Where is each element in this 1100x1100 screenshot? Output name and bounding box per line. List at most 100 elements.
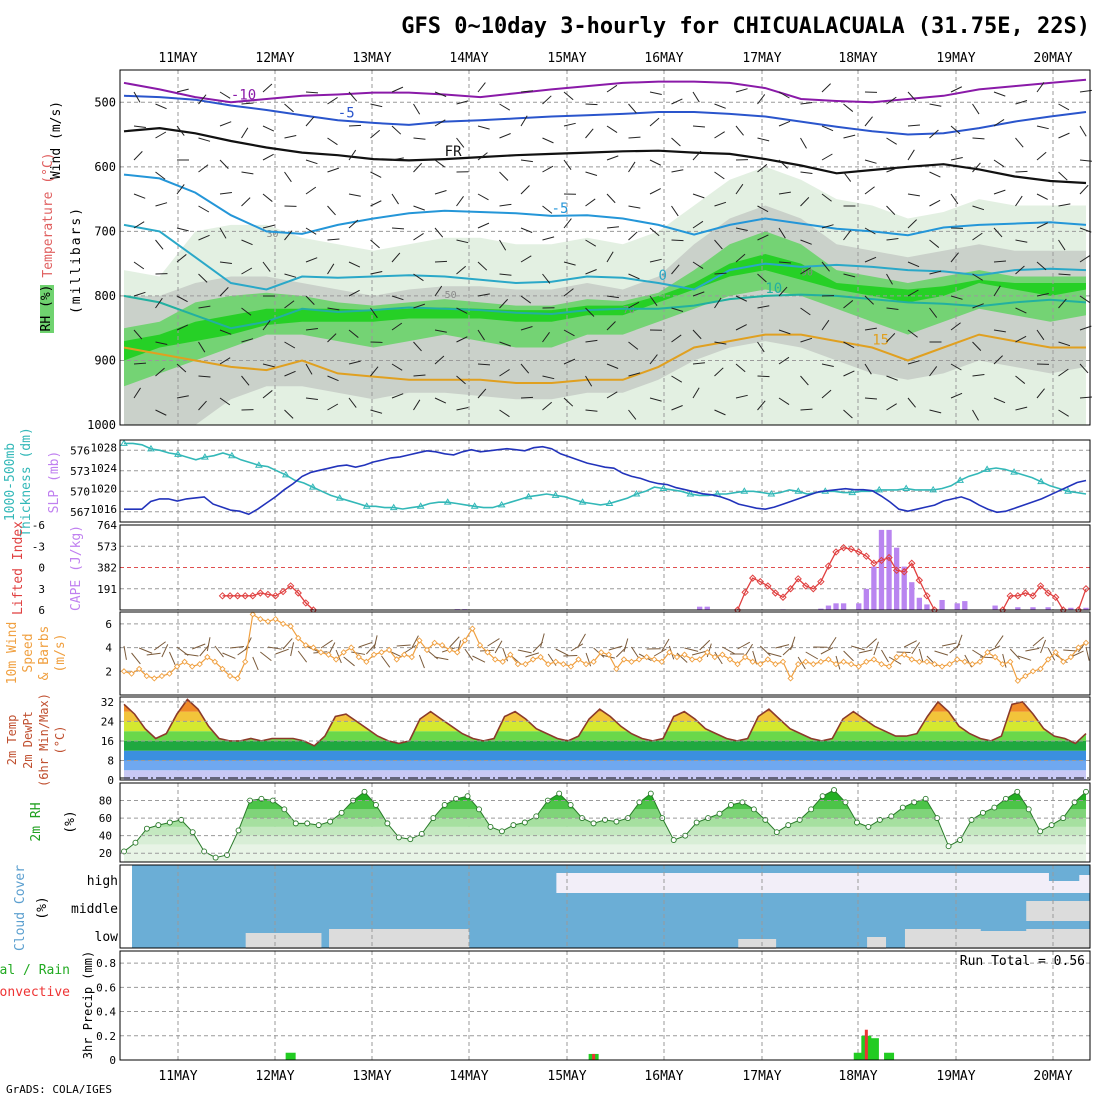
wind-barb [972, 374, 985, 377]
wind-barb [800, 197, 810, 207]
thickness-marker [848, 488, 857, 496]
wind-barb-10m [661, 638, 670, 652]
cape-bar [924, 604, 930, 610]
wind-speed-marker [704, 649, 711, 656]
wind-barb [1079, 184, 1089, 195]
wind-speed-marker [878, 661, 885, 668]
precip-total-bar [853, 1052, 864, 1060]
lifted-index-marker [1044, 589, 1052, 597]
wind-barb [649, 295, 658, 307]
wind-barb [843, 230, 852, 241]
wind-barb-10m [744, 643, 753, 657]
wind-speed-marker [1029, 668, 1037, 675]
lifted-index-marker [786, 585, 795, 593]
wind-barb [993, 189, 1006, 195]
wind-barb [499, 341, 511, 347]
lifted-index-marker [908, 559, 916, 567]
wind-barb [305, 116, 315, 127]
wind-speed-marker [863, 658, 870, 665]
wind-barb-10m [396, 644, 411, 647]
rh-marker [613, 818, 620, 825]
thickness-marker [147, 444, 155, 452]
temp-band [124, 750, 1086, 761]
wind-barb [284, 273, 297, 278]
wind-barb [671, 264, 680, 275]
wind-barb [219, 159, 229, 169]
cape-bar [818, 608, 824, 610]
wind-barb [499, 133, 511, 139]
wind-barb [757, 137, 770, 142]
wind-speed-marker [355, 653, 362, 661]
isotherm-label: -10 [231, 87, 256, 103]
wind-barb [606, 84, 618, 93]
rh-marker [521, 819, 528, 826]
wind-barb [520, 90, 533, 93]
wind-speed-marker [507, 651, 514, 658]
wind-barb-10m [858, 649, 873, 654]
wind-barb [864, 116, 873, 127]
wind-barb [477, 329, 485, 341]
date-label-bottom: 15MAY [547, 1069, 586, 1084]
wind-barb [520, 255, 532, 263]
rh-marker [957, 837, 963, 844]
wind-barb-10m [1025, 647, 1040, 652]
wind-barb [305, 227, 317, 235]
wind-barb [477, 125, 490, 130]
lifted-index-marker [764, 582, 772, 590]
date-label-bottom: 19MAY [936, 1069, 975, 1084]
pressure-tick-label: 1000 [87, 418, 116, 432]
rh-marker [590, 820, 597, 827]
date-label-top: 12MAY [255, 51, 294, 66]
wind-barb [606, 295, 619, 299]
rh-marker [670, 837, 677, 844]
temp-tick-label: 8 [107, 754, 114, 767]
wind-speed-marker [393, 656, 400, 663]
wind-barb [628, 231, 638, 241]
wind-ylabel: 10m Wind [5, 622, 20, 685]
wind-barb [413, 103, 421, 115]
chart-title: GFS 0~10day 3-hourly for CHICUALACUALA (… [401, 14, 1090, 39]
wind-barb [843, 300, 854, 309]
wind-barb [843, 134, 856, 139]
wind-barb-10m [608, 645, 623, 651]
thickness-marker [632, 490, 641, 497]
wind-barb [1036, 151, 1047, 161]
wind-barb-10m [290, 642, 295, 657]
wind-speed-marker [984, 649, 991, 656]
wind-speed-marker [840, 658, 847, 665]
rh-marker [189, 829, 196, 836]
cloud-block [1026, 929, 1065, 949]
date-label-top: 13MAY [352, 51, 391, 66]
wind-speed-marker [173, 663, 181, 670]
rh-marker [143, 825, 150, 832]
lifted-index-marker [1051, 593, 1060, 601]
rh-legend-swatch [40, 285, 54, 333]
rh-marker [762, 816, 769, 823]
wind-barb [714, 341, 727, 345]
wind-speed-marker [954, 656, 961, 663]
wind-barb-10m [691, 650, 706, 656]
wind-barb [628, 273, 640, 280]
wind-barb [520, 185, 530, 195]
cape-bar [901, 566, 907, 610]
rh-tick-label: 40 [99, 830, 112, 843]
wind-barb-10m [865, 638, 878, 649]
wind-speed-marker [545, 661, 552, 668]
wind-barb [1036, 125, 1049, 130]
thickness-marker [902, 484, 911, 492]
wind-barb [692, 362, 705, 365]
slp-tick-label: 1016 [91, 503, 118, 516]
thickness-tick-label: 570 [70, 485, 90, 498]
wind-barb-10m [540, 633, 545, 648]
wind-speed-marker [514, 661, 522, 668]
date-label-bottom: 20MAY [1033, 1069, 1072, 1084]
wind-barb-10m [828, 636, 837, 650]
wind-speed-marker [658, 658, 665, 665]
isotherm-line [123, 223, 1087, 291]
wind-barb [886, 205, 896, 215]
wind-barb [520, 159, 533, 163]
date-label-top: 16MAY [644, 51, 683, 66]
wind-barb [327, 137, 338, 146]
wind-barb [327, 238, 340, 241]
precip-tick-label: 0.6 [96, 981, 116, 994]
